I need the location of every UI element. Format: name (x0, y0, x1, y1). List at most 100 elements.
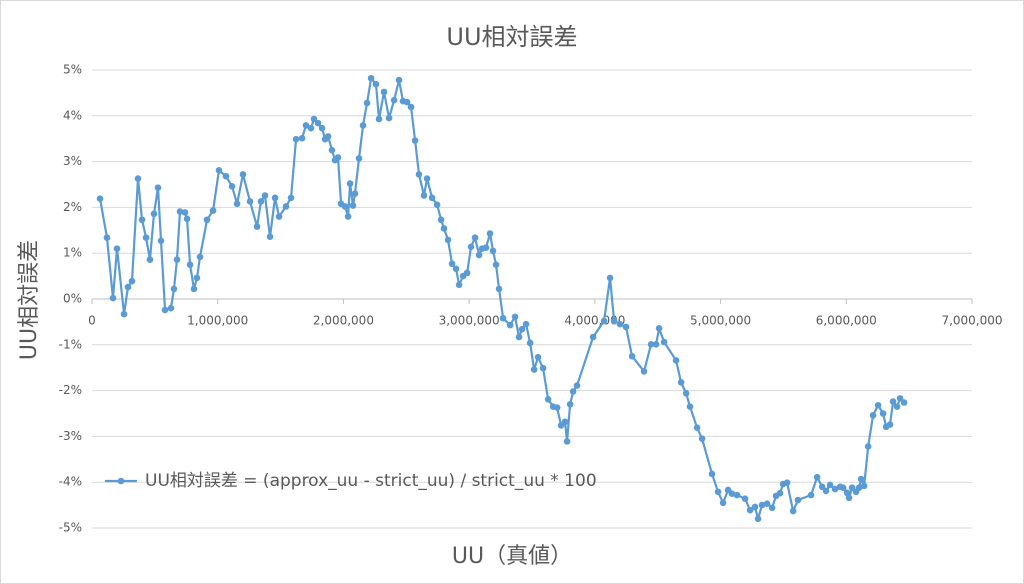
x-tick-label: 2,000,000 (313, 314, 374, 328)
y-tick-label: -4% (59, 475, 82, 489)
data-point (647, 341, 655, 348)
data-point (467, 243, 475, 251)
data-point (515, 333, 523, 341)
data-point (150, 210, 158, 218)
data-point (215, 167, 223, 174)
data-point (522, 320, 530, 328)
x-tick-label: 5,000,000 (690, 314, 751, 328)
data-point (682, 390, 690, 397)
data-point (860, 482, 868, 490)
data-point (518, 325, 526, 333)
data-point (660, 338, 668, 346)
data-point (569, 388, 577, 395)
data-point (344, 213, 352, 220)
data-point (845, 494, 853, 502)
data-point (190, 285, 198, 293)
data-point (173, 256, 181, 263)
data-point (452, 265, 460, 273)
data-point (475, 251, 483, 259)
data-point (120, 310, 128, 318)
data-point (209, 207, 217, 214)
data-point (539, 364, 547, 372)
data-point (334, 154, 342, 161)
data-point (677, 379, 685, 386)
data-point (324, 133, 332, 140)
data-point (428, 194, 436, 202)
data-point (444, 236, 452, 244)
data-point (375, 115, 383, 123)
data-point (600, 317, 608, 325)
data-point (714, 488, 722, 496)
data-point (390, 96, 398, 104)
data-point (489, 247, 497, 255)
data-point (307, 124, 315, 132)
data-point (314, 119, 322, 127)
data-point (246, 198, 254, 205)
x-tick-label: 0 (88, 314, 96, 328)
x-tick-label: 6,000,000 (816, 314, 877, 328)
data-point (351, 190, 359, 197)
data-point (763, 500, 771, 508)
legend-marker (117, 477, 125, 485)
data-point (553, 404, 561, 411)
data-point (203, 216, 211, 224)
data-point (534, 353, 542, 361)
data-point (794, 496, 802, 504)
data-point (869, 412, 877, 419)
data-point (292, 135, 300, 143)
data-point (482, 244, 490, 252)
data-point (253, 223, 261, 230)
data-point (318, 124, 326, 132)
data-point (526, 339, 534, 347)
data-point (693, 424, 701, 431)
data-point (328, 146, 336, 154)
data-point (499, 314, 507, 322)
data-point (170, 285, 178, 293)
x-tick-label: 4,000,000 (564, 314, 625, 328)
data-point (271, 194, 279, 202)
data-point (719, 499, 727, 507)
y-tick-label: 3% (63, 154, 82, 168)
data-point (186, 261, 194, 268)
data-point (776, 489, 784, 497)
data-point (758, 501, 766, 509)
data-point (385, 114, 393, 122)
data-point (655, 325, 663, 332)
y-tick-label: 1% (63, 246, 82, 260)
data-point (855, 484, 863, 491)
data-point (831, 485, 839, 493)
chart-title: UU相対誤差 (446, 23, 577, 51)
data-point (879, 410, 887, 417)
data-point (610, 317, 618, 325)
data-point (142, 234, 150, 241)
legend-label: UU相対誤差 = (approx_uu - strict_uu) / stric… (145, 471, 597, 491)
data-point (433, 201, 441, 208)
data-point (161, 306, 169, 314)
data-point (889, 398, 897, 405)
data-point (826, 481, 834, 489)
data-point (222, 172, 230, 180)
data-point (511, 313, 519, 321)
data-point (566, 401, 574, 408)
data-point (266, 233, 274, 241)
y-tick-label: -3% (59, 429, 82, 443)
data-point (193, 274, 201, 282)
y-tick-label: 5% (63, 63, 82, 77)
data-point (302, 122, 310, 129)
data-point (298, 134, 306, 142)
data-point (746, 506, 754, 514)
data-point (124, 283, 132, 291)
data-point (257, 198, 265, 205)
data-point (403, 98, 411, 106)
data-point (181, 209, 189, 216)
data-point (411, 137, 419, 144)
data-point (261, 192, 269, 199)
data-point (754, 515, 762, 523)
y-axis-title: UU相対誤差 (17, 240, 42, 360)
data-point (741, 495, 749, 502)
data-point (813, 473, 821, 481)
data-point (423, 175, 431, 182)
data-point (372, 80, 380, 88)
data-point (349, 202, 357, 209)
